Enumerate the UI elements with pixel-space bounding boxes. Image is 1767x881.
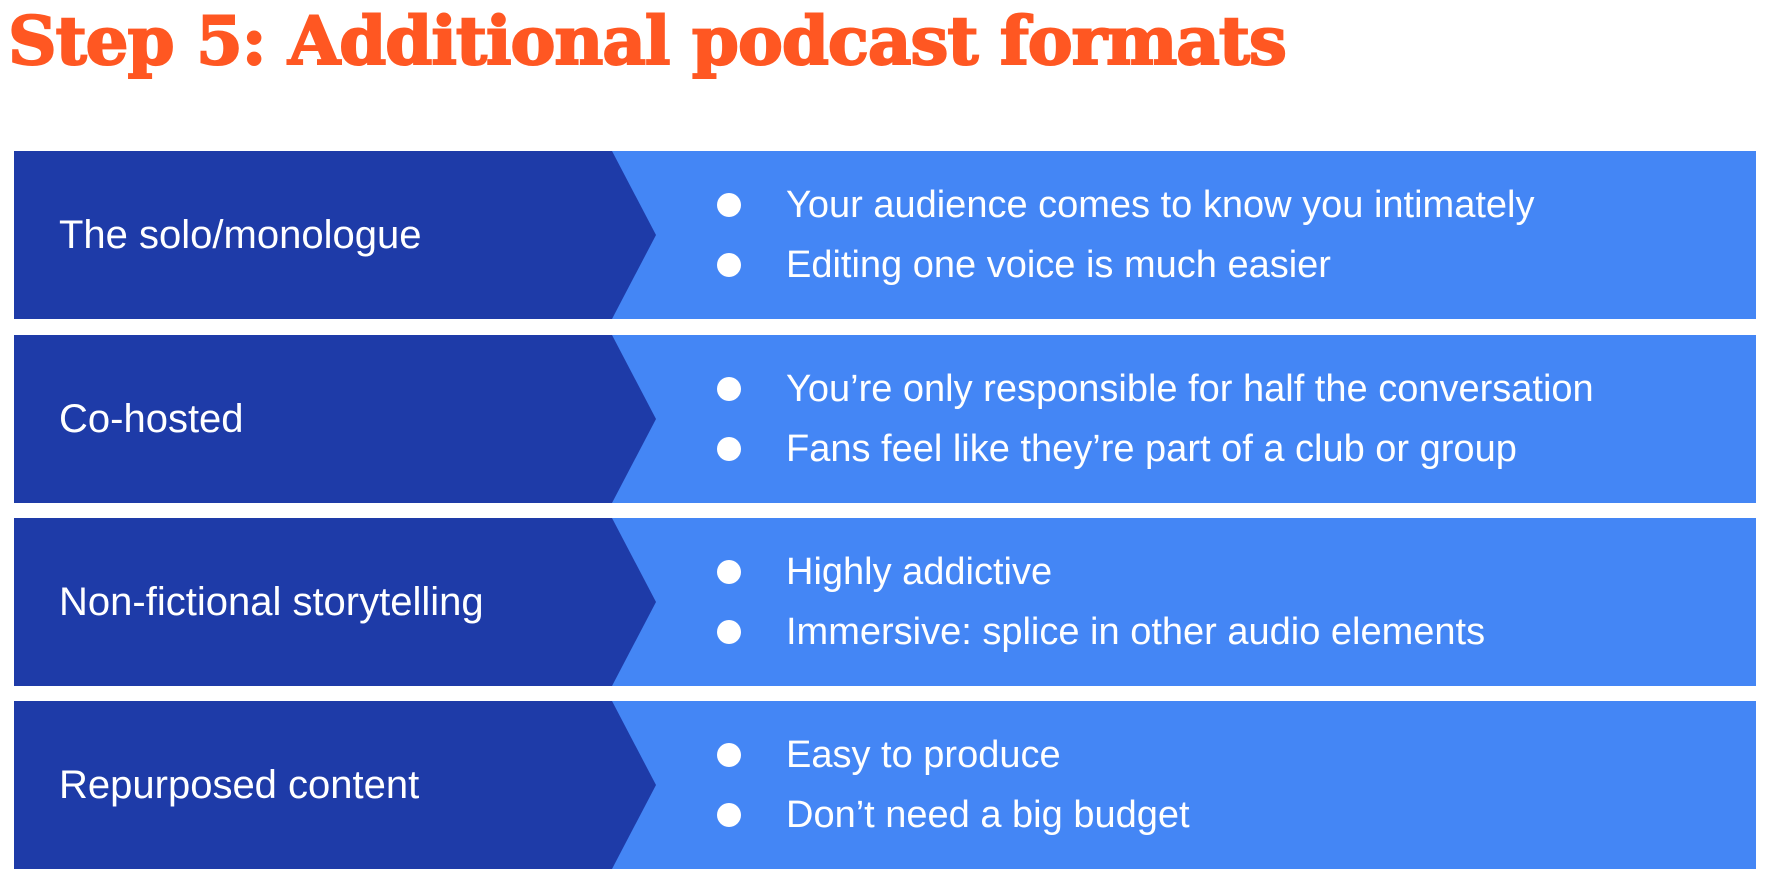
bullet-icon xyxy=(717,803,741,827)
format-points: Highly addictive Immersive: splice in ot… xyxy=(700,542,1485,662)
list-item: Easy to produce xyxy=(700,725,1190,785)
list-item: Highly addictive xyxy=(700,542,1485,602)
list-item: Your audience comes to know you intimate… xyxy=(700,175,1534,235)
format-label-chevron xyxy=(14,701,656,869)
format-label: Non-fictional storytelling xyxy=(59,580,484,624)
list-item: Immersive: splice in other audio element… xyxy=(700,602,1485,662)
format-row-repurposed: Repurposed content Easy to produce Don’t… xyxy=(14,701,1756,869)
bullet-icon xyxy=(717,437,741,461)
bullet-icon xyxy=(717,620,741,644)
bullet-icon xyxy=(717,743,741,767)
format-points: Easy to produce Don’t need a big budget xyxy=(700,725,1190,845)
list-item: Don’t need a big budget xyxy=(700,785,1190,845)
format-label: Co-hosted xyxy=(59,397,244,441)
list-item: Fans feel like they’re part of a club or… xyxy=(700,419,1594,479)
format-points: Your audience comes to know you intimate… xyxy=(700,175,1534,295)
format-label-chevron xyxy=(14,151,656,319)
format-label-chevron xyxy=(14,335,656,503)
format-points: You’re only responsible for half the con… xyxy=(700,359,1594,479)
format-row-cohosted: Co-hosted You’re only responsible for ha… xyxy=(14,335,1756,503)
format-label: The solo/monologue xyxy=(59,213,422,257)
format-row-storytelling: Non-fictional storytelling Highly addict… xyxy=(14,518,1756,686)
list-item: Editing one voice is much easier xyxy=(700,235,1534,295)
bullet-icon xyxy=(717,560,741,584)
format-label: Repurposed content xyxy=(59,763,420,807)
list-item: You’re only responsible for half the con… xyxy=(700,359,1594,419)
format-label-chevron xyxy=(14,518,656,686)
page-title: Step 5: Additional podcast formats xyxy=(7,1,1288,81)
format-row-solo: The solo/monologue Your audience comes t… xyxy=(14,151,1756,319)
bullet-icon xyxy=(717,193,741,217)
bullet-icon xyxy=(717,377,741,401)
bullet-icon xyxy=(717,253,741,277)
